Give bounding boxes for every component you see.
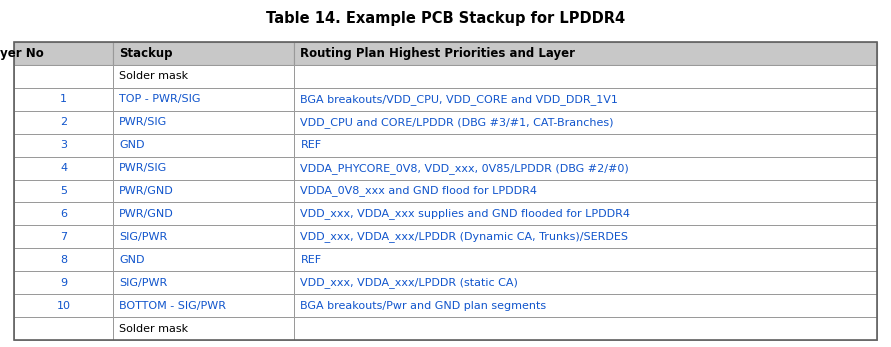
Text: BGA breakouts/VDD_CPU, VDD_CORE and VDD_DDR_1V1: BGA breakouts/VDD_CPU, VDD_CORE and VDD_… — [300, 94, 618, 105]
Bar — [113, 134, 294, 156]
Bar — [14, 156, 113, 179]
Text: SIG/PWR: SIG/PWR — [119, 232, 168, 242]
Text: VDDA_0V8_xxx and GND flood for LPDDR4: VDDA_0V8_xxx and GND flood for LPDDR4 — [300, 186, 537, 196]
Bar — [113, 226, 294, 248]
Text: VDD_xxx, VDDA_xxx supplies and GND flooded for LPDDR4: VDD_xxx, VDDA_xxx supplies and GND flood… — [300, 209, 631, 219]
Text: 7: 7 — [60, 232, 67, 242]
Text: GND: GND — [119, 255, 144, 265]
Bar — [14, 226, 113, 248]
Bar — [113, 248, 294, 271]
Bar — [14, 111, 113, 134]
Bar — [113, 179, 294, 202]
Bar — [14, 248, 113, 271]
Text: PWR/SIG: PWR/SIG — [119, 163, 168, 173]
Text: REF: REF — [300, 255, 322, 265]
Bar — [14, 202, 113, 226]
Text: 1: 1 — [60, 94, 67, 104]
Bar — [113, 88, 294, 111]
Bar — [294, 88, 877, 111]
Text: Solder mask: Solder mask — [119, 71, 188, 82]
Text: BGA breakouts/Pwr and GND plan segments: BGA breakouts/Pwr and GND plan segments — [300, 301, 546, 311]
Bar — [14, 317, 113, 340]
Text: PWR/GND: PWR/GND — [119, 209, 174, 219]
Bar — [294, 156, 877, 179]
Bar — [294, 248, 877, 271]
Text: TOP - PWR/SIG: TOP - PWR/SIG — [119, 94, 200, 104]
Text: 2: 2 — [60, 117, 67, 127]
Bar — [294, 271, 877, 294]
Text: Table 14. Example PCB Stackup for LPDDR4: Table 14. Example PCB Stackup for LPDDR4 — [266, 10, 625, 25]
Text: PWR/GND: PWR/GND — [119, 186, 174, 196]
Bar — [14, 134, 113, 156]
Text: 10: 10 — [57, 301, 70, 311]
Text: 8: 8 — [60, 255, 67, 265]
Bar — [113, 42, 294, 65]
Bar — [294, 317, 877, 340]
Bar — [294, 134, 877, 156]
Bar — [113, 156, 294, 179]
Text: GND: GND — [119, 140, 144, 150]
Bar — [14, 294, 113, 317]
Bar — [113, 317, 294, 340]
Bar — [14, 179, 113, 202]
Text: 6: 6 — [60, 209, 67, 219]
Text: 9: 9 — [60, 278, 67, 288]
Bar — [294, 65, 877, 88]
Text: Layer No: Layer No — [0, 47, 44, 60]
Text: VDDA_PHYCORE_0V8, VDD_xxx, 0V85/LPDDR (DBG #2/#0): VDDA_PHYCORE_0V8, VDD_xxx, 0V85/LPDDR (D… — [300, 163, 629, 174]
Text: SIG/PWR: SIG/PWR — [119, 278, 168, 288]
Bar — [14, 88, 113, 111]
Bar — [294, 202, 877, 226]
Text: BOTTOM - SIG/PWR: BOTTOM - SIG/PWR — [119, 301, 226, 311]
Text: 3: 3 — [60, 140, 67, 150]
Bar — [14, 42, 113, 65]
Text: REF: REF — [300, 140, 322, 150]
Text: Routing Plan Highest Priorities and Layer: Routing Plan Highest Priorities and Laye… — [300, 47, 576, 60]
Bar — [14, 271, 113, 294]
Bar — [294, 226, 877, 248]
Bar — [294, 42, 877, 65]
Bar — [294, 111, 877, 134]
Text: Stackup: Stackup — [119, 47, 173, 60]
Bar — [113, 65, 294, 88]
Text: 4: 4 — [60, 163, 67, 173]
Bar — [294, 179, 877, 202]
Bar — [14, 65, 113, 88]
Bar — [113, 202, 294, 226]
Bar — [113, 271, 294, 294]
Bar — [14, 42, 877, 340]
Text: PWR/SIG: PWR/SIG — [119, 117, 168, 127]
Text: VDD_CPU and CORE/LPDDR (DBG #3/#1, CAT-Branches): VDD_CPU and CORE/LPDDR (DBG #3/#1, CAT-B… — [300, 117, 614, 128]
Bar — [113, 294, 294, 317]
Text: 5: 5 — [60, 186, 67, 196]
Text: VDD_xxx, VDDA_xxx/LPDDR (Dynamic CA, Trunks)/SERDES: VDD_xxx, VDDA_xxx/LPDDR (Dynamic CA, Tru… — [300, 231, 628, 242]
Text: Solder mask: Solder mask — [119, 323, 188, 333]
Bar — [294, 294, 877, 317]
Text: VDD_xxx, VDDA_xxx/LPDDR (static CA): VDD_xxx, VDDA_xxx/LPDDR (static CA) — [300, 277, 519, 288]
Bar — [113, 111, 294, 134]
